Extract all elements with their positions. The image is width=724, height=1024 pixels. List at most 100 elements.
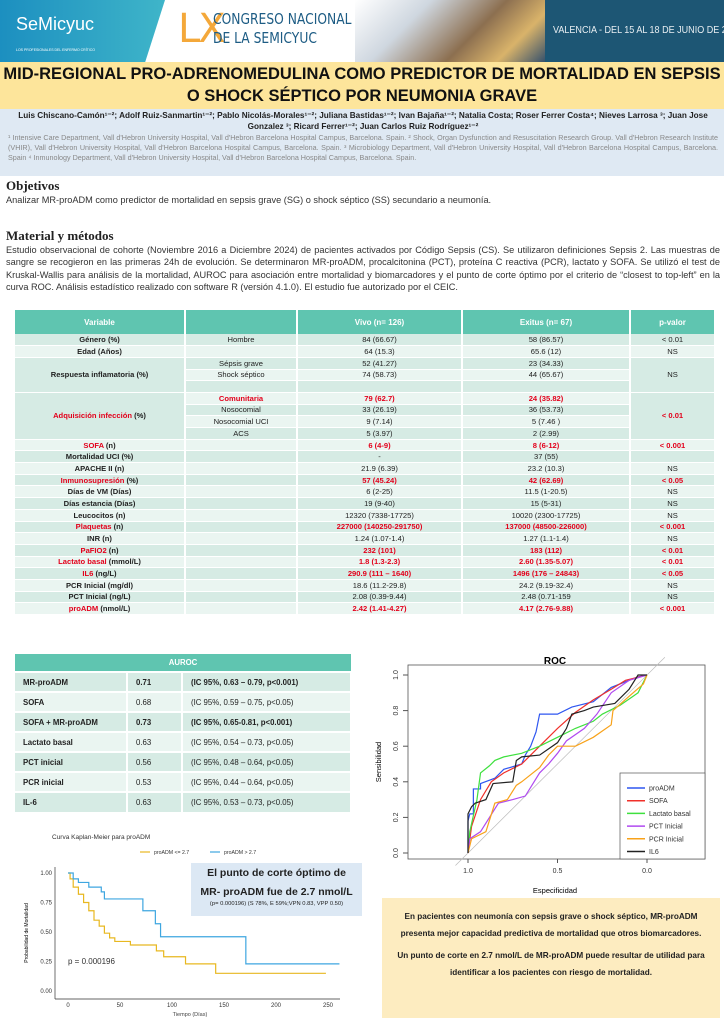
roc-chart: ROC 0.0 0.2 0.4 0.6 0.8 1.0 1.0 0.5 0.0 Especifici… [374,656,706,895]
cell-variable: Género (%) [15,334,186,347]
table-row: Inmunosupresión (%) 57 (45.24) 42 (62.69) <… [15,474,716,487]
col-p: p-valor [630,310,716,334]
table-row: IL6 (ng/L) 290.9 (111 – 1640) 1496 (176 – … [15,567,716,580]
legend-label: proADM [649,786,675,793]
auroc-row: MR-proADM 0.71 (IC 95%, 0.63 – 0.79, p<0.0… [15,671,352,692]
cell-vivo: 1.8 (1.3-2.3) [297,556,463,569]
y-tick-label: 0.50 [40,930,52,936]
y-axis-label: Sensibilidad [374,742,383,782]
cell-vivo: 79 (62.7) [297,392,463,405]
variable-name: Edad (Años) [77,347,122,357]
cell-subcategory [185,345,298,358]
variable-name: Adquisición infección [53,411,132,421]
cell-p-value: NS [630,509,716,522]
cell-variable: PCR Inicial (mg/dl) [15,579,186,592]
cell-p-value: NS [630,591,716,604]
auroc-value: 0.63 [127,731,183,752]
roc-curve-pcr-inicial [467,674,648,854]
x-tick-label: 1.0 [463,868,473,875]
metodos-heading: Material y métodos [6,228,114,243]
cell-exitus: 137000 (48500-226000) [462,521,631,534]
y-tick-label: 1.0 [393,670,400,680]
cell-p-value: < 0.05 [630,474,716,487]
table-row: Días de VM (Días) 6 (2-25) 11.5 (1-20.5) NS [15,485,716,499]
y-tick-label: 0.2 [393,812,400,822]
legend-label: PCR Inicial [649,836,684,843]
variable-unit: (mmol/L) [108,557,141,567]
y-tick-label: 1.00 [40,871,52,877]
km-curve-0 [68,872,326,974]
table-row [15,380,715,393]
cell-exitus [462,380,631,393]
km-title: Curva Kaplan-Meier para proADM [52,834,150,841]
variable-name: PCR Inicial (mg/dl) [65,580,134,590]
cell-variable: Lactato basal (mmol/L) [15,556,186,569]
congress-name-line1: CONGRESO NACIONAL [213,10,352,28]
table-row: PCT Inicial (ng/L) 2.08 (0.39-9.44) 2.48 (… [15,591,716,604]
legend-label: IL6 [649,849,659,856]
auroc-value: 0.53 [127,771,183,792]
logo-background [0,0,165,62]
cell-exitus: 23.2 (10.3) [462,462,631,475]
cell-subcategory [185,532,298,545]
y-tick-label: 0.4 [393,777,400,787]
auroc-value: 0.63 [127,791,183,812]
affiliations: ¹ Intensive Care Department, Vall d'Hebr… [8,133,718,162]
auroc-table: AUROC MR-proADM 0.71 (IC 95%, 0.63 – 0.79,… [15,654,352,812]
legend-label: SOFA [649,798,668,805]
cell-p-value: < 0.001 [630,602,716,615]
cell-exitus: 10020 (2300-17725) [462,509,631,522]
variable-unit: (%) [126,475,139,485]
variable-unit: (n) [108,545,119,555]
cell-subcategory [185,380,298,393]
variable-name: PaFIO2 [80,545,107,555]
cell-vivo: 2.42 (1.41-4.27) [297,602,463,615]
y-tick-label: 0.00 [40,989,52,995]
auroc-row: Lactato basal 0.63 (IC 95%, 0.54 – 0.73, p… [15,731,352,752]
y-tick-label: 0.6 [393,741,400,751]
table-row: Plaquetas (n) 227000 (140250-291750) 13700… [15,521,716,534]
variable-name: IL6 [82,569,94,579]
p-value-annotation: p = 0.000196 [68,957,115,966]
cell-vivo: - [297,450,463,464]
variable-name: SOFA [83,440,104,450]
table-row: Adquisición infección (%) Comunitaria 79 (… [15,392,716,440]
cell-subcategory: Hombre [185,334,298,347]
table-row: Edad (Años) 64 (15.3) 65.6 (12) NS [15,345,716,358]
cell-subcategory [185,439,298,452]
authors-band [0,109,724,176]
cell-exitus: 37 (55) [462,450,631,464]
legend-label: proADM > 2.7 [224,850,256,856]
table-row: SOFA (n) 6 (4-9) 8 (6-12) < 0.001 [15,439,716,452]
cell-vivo: 227000 (140250-291750) [297,521,463,534]
cell-exitus: 8 (6-12) [462,439,631,452]
cell-exitus: 58 (86.57) [462,334,631,347]
x-tick-label: 0.0 [642,868,652,875]
cell-p-value: NS [630,532,716,545]
cell-p-value: < 0.01 [630,544,716,557]
roc-curve-lactato-basal [467,674,648,854]
cell-variable: SOFA (n) [15,439,186,452]
cell-variable: Edad (Años) [15,345,186,358]
cell-vivo: 12320 (7338-17725) [297,509,463,522]
variable-unit: (nmol/L) [100,604,131,614]
auroc-name: PCT inicial [15,751,128,772]
auroc-name: IL-6 [15,791,128,812]
cell-subcategory: Nosocomial [185,404,298,417]
x-axis-label: Especificidad [533,886,577,895]
cell-vivo [297,380,463,393]
variable-name: Días estancia (Días) [63,498,136,508]
cell-p-value: NS [630,485,716,499]
auroc-row: SOFA 0.68 (IC 95%, 0.59 – 0.75, p<0.05) [15,691,352,712]
x-tick-label: 0 [66,1003,70,1009]
variable-name: Respuesta inflamatoria [50,370,135,380]
cell-subcategory [185,602,298,615]
col-vivo: Vivo (n= 126) [297,310,463,334]
auroc-ci: (IC 95%, 0.65-0.81, p<0.001) [182,711,352,732]
x-tick-label: 250 [323,1003,334,1009]
auroc-value: 0.73 [127,711,183,732]
cell-exitus: 183 (112) [462,544,631,557]
auroc-name: SOFA + MR-proADM [15,711,128,732]
x-tick-label: 100 [167,1003,178,1009]
legend-label: proADM <= 2.7 [154,850,189,856]
